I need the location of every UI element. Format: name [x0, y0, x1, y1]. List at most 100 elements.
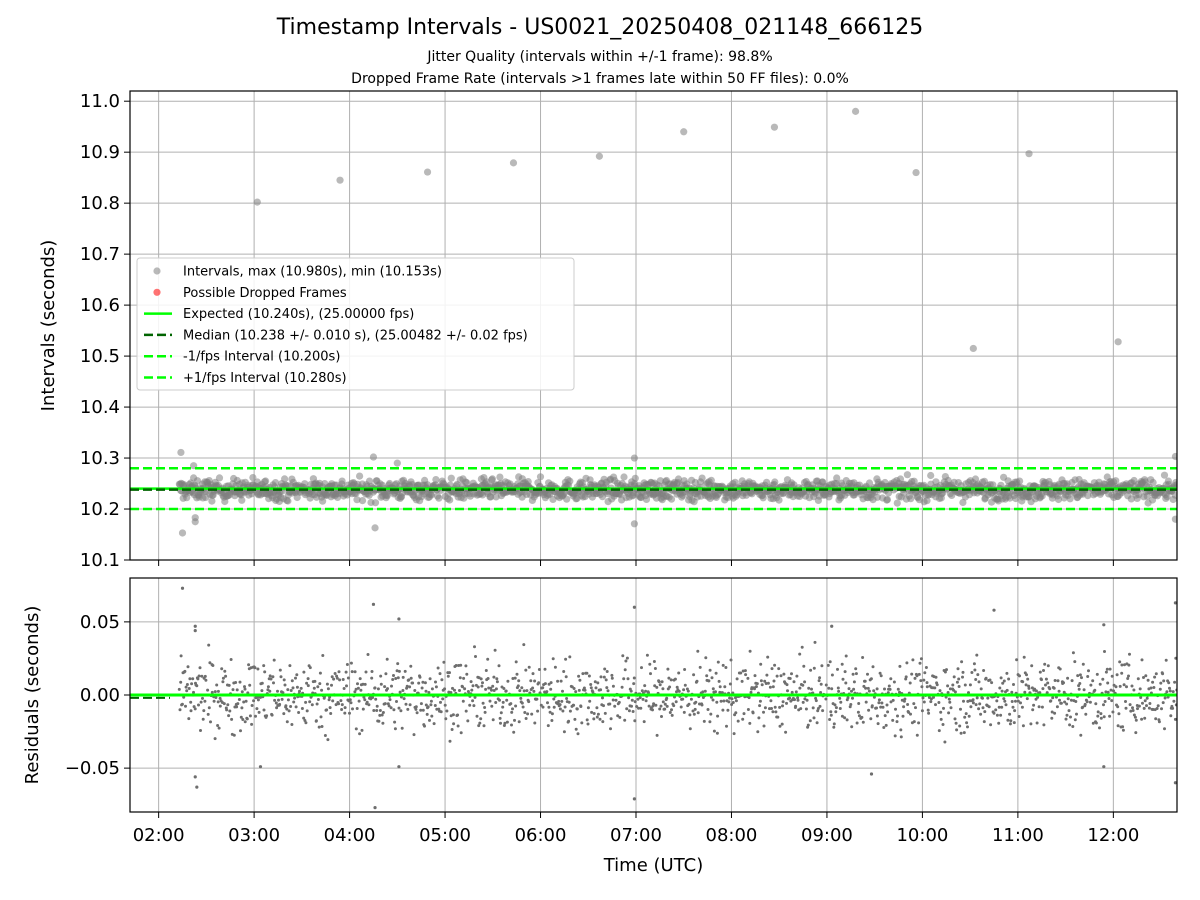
interval-point	[463, 479, 471, 487]
residual-point	[574, 690, 578, 694]
interval-point	[427, 491, 436, 499]
residual-point	[972, 662, 976, 666]
residual-point	[203, 674, 207, 678]
residual-point	[645, 653, 649, 657]
residual-point	[282, 678, 286, 682]
residual-point	[355, 707, 359, 710]
residual-point	[633, 700, 637, 704]
residual-point	[553, 665, 557, 669]
residual-y-tick-label: 0.05	[80, 612, 120, 633]
interval-point	[1066, 495, 1074, 503]
residual-point	[353, 670, 357, 674]
residual-point	[875, 687, 879, 691]
residual-point	[456, 713, 460, 717]
residual-point	[349, 701, 353, 705]
residual-point	[857, 714, 861, 718]
residual-point	[792, 680, 796, 684]
residual-point	[1118, 660, 1122, 664]
residual-point	[532, 689, 536, 693]
residual-point	[640, 689, 644, 693]
residual-point	[287, 709, 291, 713]
residual-point	[464, 709, 468, 713]
residual-point	[1065, 702, 1069, 706]
residual-point	[199, 700, 203, 704]
residual-point	[1169, 714, 1173, 718]
residual-point	[620, 685, 624, 689]
residual-point	[361, 682, 365, 686]
residual-point	[480, 684, 484, 688]
residual-point	[1102, 703, 1105, 707]
residual-point	[1151, 680, 1155, 684]
residual-point	[1116, 705, 1120, 709]
residual-point	[345, 684, 348, 688]
residual-point	[459, 663, 463, 667]
residual-point	[693, 707, 697, 711]
residual-point	[625, 656, 629, 660]
residual-point	[344, 670, 348, 674]
interval-point	[271, 479, 280, 487]
residual-point	[987, 705, 991, 709]
residual-point	[963, 715, 967, 719]
residual-point	[1138, 687, 1142, 691]
residual-point	[297, 711, 301, 714]
residual-point	[948, 700, 952, 704]
residual-point	[423, 681, 427, 685]
residual-point	[580, 721, 584, 725]
residual-point	[919, 679, 923, 683]
residual-point	[920, 709, 924, 713]
residual-point	[484, 669, 488, 672]
residual-point	[351, 707, 354, 711]
residual-point	[1117, 712, 1121, 716]
residual-point	[661, 687, 665, 691]
residual-point	[425, 712, 429, 716]
residual-point	[721, 663, 725, 667]
residual-point	[889, 677, 893, 681]
residual-point	[1002, 679, 1006, 683]
residual-point	[943, 670, 947, 674]
residual-point	[627, 696, 631, 700]
residual-point	[1030, 664, 1034, 668]
residual-point	[912, 720, 916, 724]
residual-point	[785, 701, 788, 705]
residual-point	[469, 680, 473, 684]
residual-point	[316, 698, 320, 701]
residual-point	[1034, 689, 1038, 693]
residual-point	[363, 682, 367, 686]
residual-point	[728, 682, 732, 686]
residual-point	[919, 657, 923, 661]
residual-point	[871, 665, 875, 669]
residual-point	[225, 708, 229, 712]
interval-point	[1054, 495, 1063, 504]
residual-point	[598, 717, 602, 721]
residual-point	[644, 699, 648, 703]
residual-point	[844, 654, 848, 658]
residual-point	[218, 696, 222, 700]
residual-point	[250, 722, 254, 726]
residual-point	[995, 699, 999, 703]
residual-point	[878, 671, 882, 675]
residual-point	[948, 687, 952, 691]
residual-point	[769, 699, 773, 703]
residual-point	[441, 697, 445, 701]
residual-point	[294, 705, 298, 709]
residual-point	[609, 727, 612, 731]
residual-point	[456, 724, 460, 728]
residual-point	[879, 674, 883, 678]
interval-point	[281, 475, 289, 483]
residual-point	[927, 711, 931, 715]
residual-point	[1105, 667, 1109, 671]
residual-point	[926, 708, 930, 712]
residual-point	[186, 665, 190, 669]
interval-point	[1149, 478, 1157, 487]
residual-point	[687, 702, 691, 706]
residual-point	[207, 643, 211, 647]
interval-point	[631, 474, 639, 482]
residual-point	[970, 671, 974, 674]
residual-point	[505, 698, 509, 702]
residual-point	[793, 698, 796, 702]
residual-point	[1101, 677, 1105, 681]
x-axis-label: Time (UTC)	[603, 855, 704, 876]
residual-point	[328, 706, 332, 710]
residual-point	[1167, 681, 1171, 685]
residual-point	[841, 677, 845, 681]
